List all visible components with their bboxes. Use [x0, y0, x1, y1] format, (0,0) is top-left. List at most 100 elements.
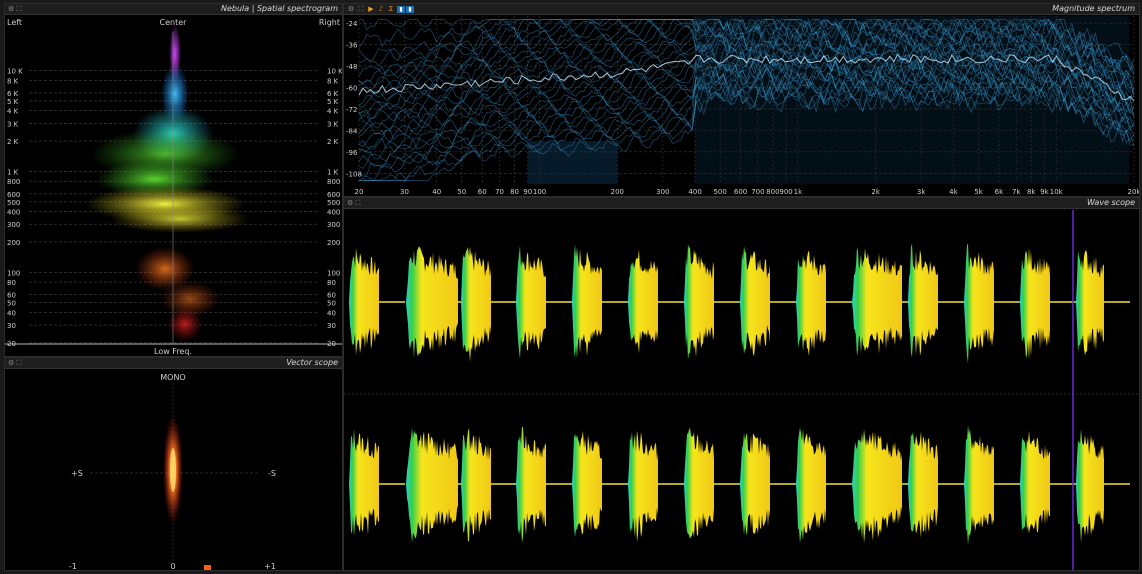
- correlation-minus-label: -1: [69, 562, 77, 570]
- spectrum-trace: [358, 35, 1135, 137]
- freq-label: 4k: [949, 188, 958, 196]
- wave-burst: [740, 433, 770, 536]
- correlation-zero-label: 0: [170, 562, 175, 570]
- freq-label: 30: [400, 188, 409, 196]
- freq-label-right: 200: [327, 239, 340, 247]
- wave-scope-panel: ⚙ ⛶ Wave scope: [343, 197, 1140, 571]
- freq-label: 10k: [1050, 188, 1064, 196]
- freq-label-right: 100: [327, 269, 340, 277]
- freq-label: 500: [713, 188, 726, 196]
- notes-icon[interactable]: ♪: [378, 4, 384, 13]
- freq-label-right: 500: [327, 199, 340, 207]
- correlation-marker: [204, 565, 211, 570]
- wave-burst: [908, 243, 938, 358]
- freq-label-right: 800: [327, 178, 340, 186]
- toolbar: ⚙ ⛶ ▶ ♪ Σ ▮ ▮: [347, 4, 415, 14]
- spectrum-trace: [358, 50, 1135, 119]
- panel-options-icon[interactable]: ⚙ ⛶: [347, 199, 361, 207]
- spectrogram-cloud: [85, 24, 250, 342]
- vectorscope-canvas: MONO +S -S -1 0 +1: [69, 373, 276, 570]
- freq-label: 6k: [995, 188, 1004, 196]
- spectrum-trace: [358, 33, 1135, 97]
- spectrum-trace: [358, 57, 1135, 148]
- wave-channel-right: [349, 424, 1130, 546]
- spectrum-trace: [359, 79, 1135, 181]
- spectrum-average: [358, 53, 1135, 102]
- freq-label-right: 2 K: [327, 138, 339, 146]
- freq-label-right: 4 K: [327, 108, 339, 116]
- freq-label-right: 40: [327, 309, 336, 317]
- wave-burst: [740, 246, 770, 357]
- freq-label-right: 6 K: [327, 90, 339, 98]
- wave-burst: [406, 246, 458, 359]
- freq-label: 5k: [974, 188, 983, 196]
- freq-label-left: 60: [7, 292, 16, 300]
- spectrum-trace: [359, 72, 1135, 181]
- wave-burst: [796, 250, 826, 357]
- freq-label: 7k: [1012, 188, 1021, 196]
- expand-icon[interactable]: ⛶: [358, 4, 364, 13]
- spectrum-trace: [358, 78, 1135, 153]
- left-label: Left: [7, 18, 22, 27]
- db-label: -48: [346, 63, 357, 71]
- wave-burst: [1076, 250, 1104, 356]
- play-icon[interactable]: ▶: [368, 4, 374, 13]
- freq-label: 600: [734, 188, 747, 196]
- spectrum-trace: [358, 23, 1135, 87]
- db-label: -36: [346, 42, 358, 50]
- toolbar-button-2[interactable]: ▮: [406, 5, 414, 13]
- wave-burst: [908, 431, 938, 538]
- spectrum-trace: [359, 76, 1135, 176]
- db-label: -60: [346, 84, 357, 92]
- freq-label: 80: [510, 188, 519, 196]
- freq-label: 100: [533, 188, 546, 196]
- freq-label-right: 80: [327, 279, 336, 287]
- wave-burst: [852, 429, 902, 544]
- freq-label-right: 300: [327, 221, 340, 229]
- wave-burst: [964, 243, 994, 364]
- spectrum-trace: [358, 28, 1135, 98]
- db-label: -84: [346, 127, 358, 135]
- spectrogram-title: Nebula | Spatial spectrogram: [221, 4, 338, 13]
- spectrum-trace: [358, 69, 1135, 138]
- spectrum-trace: [358, 59, 1135, 125]
- freq-label-right: 5 K: [327, 98, 339, 106]
- spectrum-trace: [358, 65, 1135, 160]
- freq-label-right: 50: [327, 300, 336, 308]
- freq-label: 3k: [917, 188, 926, 196]
- freq-label: 300: [656, 188, 669, 196]
- freq-label: 8k: [1027, 188, 1036, 196]
- db-label: -96: [346, 149, 358, 157]
- freq-label: 700: [751, 188, 764, 196]
- wave-burst: [852, 247, 902, 357]
- magnitude-titlebar: ⚙ ⛶ ▶ ♪ Σ ▮ ▮ Magnitude spectrum: [344, 4, 1139, 15]
- freq-label-right: 10 K: [327, 68, 342, 76]
- wave-burst: [406, 427, 458, 543]
- freq-label-left: 800: [7, 178, 20, 186]
- freq-label-left: 400: [7, 209, 20, 217]
- spectrum-trace: [359, 18, 1135, 72]
- spectrogram-titlebar: ⚙ ⛶ Nebula | Spatial spectrogram: [5, 4, 342, 15]
- spectrum-trace: [358, 18, 1135, 74]
- wave-burst: [684, 427, 714, 539]
- panel-options-icon[interactable]: ⚙: [347, 4, 355, 13]
- freq-label-left: 40: [7, 309, 16, 317]
- panel-options-icon[interactable]: ⚙ ⛶: [8, 359, 22, 367]
- magnitude-title: Magnitude spectrum: [1052, 4, 1135, 13]
- freq-label-right: 1 K: [327, 168, 339, 176]
- toolbar-button-1[interactable]: ▮: [397, 5, 405, 13]
- magnitude-canvas: -24 -36 -48 -60 -72 -84 -96 -108 20 30 40 50 60 70 80 9…: [346, 16, 1139, 196]
- wave-burst: [516, 426, 546, 543]
- spectrum-trace: [358, 19, 1135, 84]
- plus-s-label: +S: [71, 469, 83, 478]
- freq-label-right: 600: [327, 191, 340, 199]
- freq-label: 60: [478, 188, 487, 196]
- freq-label-right: 60: [327, 292, 336, 300]
- freq-label-left: 600: [7, 191, 20, 199]
- spectrum-trace: [358, 18, 1135, 87]
- sigma-icon[interactable]: Σ: [388, 4, 394, 13]
- freq-label: 9k: [1040, 188, 1049, 196]
- low-freq-label: Low Freq.: [154, 347, 192, 356]
- right-label: Right: [319, 18, 340, 27]
- panel-options-icon[interactable]: ⚙ ⛶: [8, 5, 22, 13]
